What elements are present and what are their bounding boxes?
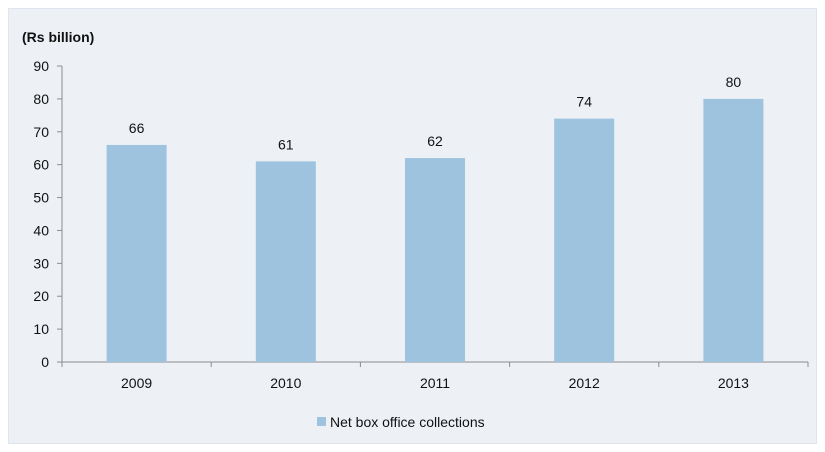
data-label-2013: 80: [726, 74, 742, 90]
data-label-2009: 66: [129, 120, 145, 136]
bar-2012: [554, 118, 615, 362]
x-axis: 2009 2010 2011 2012 2013: [61, 361, 809, 391]
y-tick-label: 80: [33, 91, 49, 107]
legend: Net box office collections: [317, 414, 485, 430]
x-tick-label: 2011: [420, 375, 450, 391]
bar-2010: [255, 161, 316, 362]
data-labels: 66 61 62 74 80: [129, 74, 742, 152]
x-tick-label: 2013: [718, 375, 749, 391]
bar-2011: [405, 158, 465, 362]
y-tick-label: 10: [33, 321, 49, 337]
x-tick-label: 2012: [569, 375, 600, 391]
bar-2009: [106, 144, 167, 362]
y-tick-label: 90: [33, 58, 49, 74]
x-tick-label: 2009: [121, 375, 152, 391]
legend-label: Net box office collections: [330, 414, 485, 430]
y-tick-label: 30: [33, 255, 49, 271]
y-tick-label: 60: [33, 157, 49, 173]
y-tick-label: 40: [33, 222, 49, 238]
unit-label: (Rs billion): [22, 29, 94, 45]
y-tick-label: 70: [33, 124, 49, 140]
y-tick-label: 50: [33, 190, 49, 206]
data-label-2011: 62: [427, 133, 443, 149]
data-label-2010: 61: [278, 136, 294, 152]
legend-swatch: [317, 417, 326, 426]
y-tick-label: 0: [41, 354, 49, 370]
y-axis: 0 10 20 30 40 50 60 70 80 90: [33, 58, 63, 370]
bar-2013: [703, 98, 764, 362]
x-tick-label: 2010: [270, 375, 301, 391]
y-tick-label: 20: [33, 288, 49, 304]
data-label-2012: 74: [576, 94, 592, 110]
bars: [106, 98, 764, 362]
